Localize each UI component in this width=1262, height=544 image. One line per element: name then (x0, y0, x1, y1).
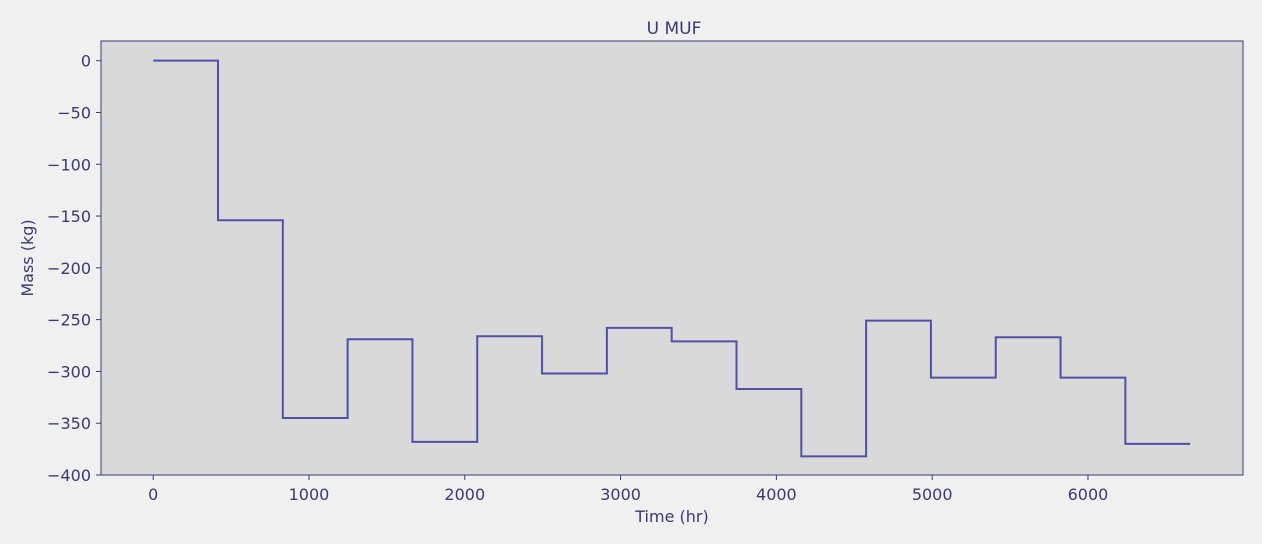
y-tick-label: −200 (47, 259, 91, 278)
x-tick-label: 5000 (912, 485, 953, 504)
series-line (153, 59, 1191, 458)
chart-title: U MUF (647, 19, 702, 39)
y-tick-label: −250 (47, 311, 91, 330)
y-tick-label: −300 (47, 362, 91, 381)
plot-frame (100, 40, 1244, 476)
y-axis-label: Mass (kg) (18, 219, 37, 296)
x-tick-label: 0 (148, 485, 158, 504)
y-tick-label: −400 (47, 466, 91, 485)
x-axis-ticks: 0 1000 2000 3000 4000 5000 6000 (148, 475, 1108, 504)
x-tick-label: 1000 (289, 485, 330, 504)
y-tick-label: −50 (57, 103, 91, 122)
y-tick-label: 0 (81, 52, 91, 71)
y-axis-ticks: 0 −50 −100 −150 −200 −250 −300 −350 −400 (47, 52, 101, 485)
x-tick-label: 4000 (756, 485, 797, 504)
y-tick-label: −350 (47, 414, 91, 433)
x-tick-label: 6000 (1068, 485, 1109, 504)
x-tick-label: 2000 (444, 485, 485, 504)
y-tick-label: −100 (47, 155, 91, 174)
x-tick-label: 3000 (600, 485, 641, 504)
x-axis-label: Time (hr) (634, 507, 708, 526)
y-tick-label: −150 (47, 207, 91, 226)
plot-area (101, 41, 1243, 475)
